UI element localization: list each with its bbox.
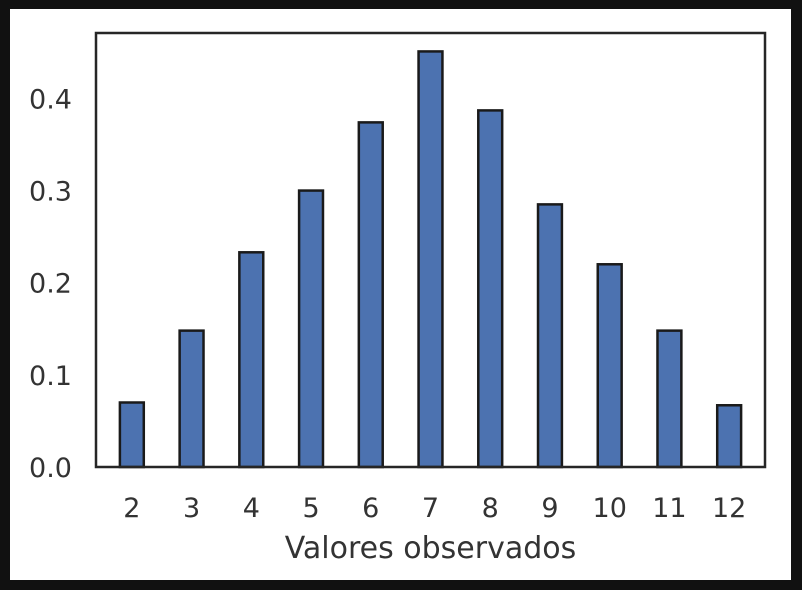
bar-12: [715, 404, 743, 469]
bar-2: [118, 401, 146, 469]
x-tick-label: 6: [362, 493, 379, 524]
x-axis-label: Valores observados: [285, 531, 577, 566]
x-tick-label: 10: [593, 493, 627, 524]
x-tick-label: 5: [302, 493, 319, 524]
y-tick-label: 0.1: [29, 361, 72, 392]
bar-6: [357, 121, 384, 469]
bar-7: [417, 50, 444, 469]
plot-frame: [94, 31, 767, 469]
x-tick-labels: 2 3 4 5 6 7 8 9 10 11 12: [123, 493, 746, 524]
bar-9: [536, 203, 564, 469]
x-tick-label: 7: [422, 493, 439, 524]
y-tick-label: 0.4: [29, 84, 72, 115]
y-tick-labels: 0.0 0.1 0.2 0.3 0.4: [29, 84, 72, 484]
y-tick-label: 0.0: [29, 453, 72, 484]
x-tick-label: 11: [652, 493, 686, 524]
bar-10: [596, 263, 623, 469]
bar-3: [178, 329, 205, 469]
bar-8: [477, 109, 504, 469]
x-tick-label: 2: [123, 493, 140, 524]
y-tick-label: 0.3: [29, 177, 72, 208]
y-tick-label: 0.2: [29, 269, 72, 300]
bar-chart: 0.0 0.1 0.2 0.3 0.4 2 3 4 5 6 7 8 9 10 11 12 Valores o…: [29, 31, 767, 566]
x-tick-label: 9: [541, 493, 558, 524]
x-tick-label: 8: [482, 493, 499, 524]
x-tick-label: 3: [183, 493, 200, 524]
bars-group: [118, 50, 743, 469]
x-tick-label: 12: [712, 493, 746, 524]
chart-canvas: 0.0 0.1 0.2 0.3 0.4 2 3 4 5 6 7 8 9 10 11 12 Valores o…: [10, 9, 791, 580]
bar-4: [238, 251, 265, 469]
bar-5: [297, 189, 325, 469]
x-tick-label: 4: [243, 493, 260, 524]
bar-11: [656, 329, 683, 469]
